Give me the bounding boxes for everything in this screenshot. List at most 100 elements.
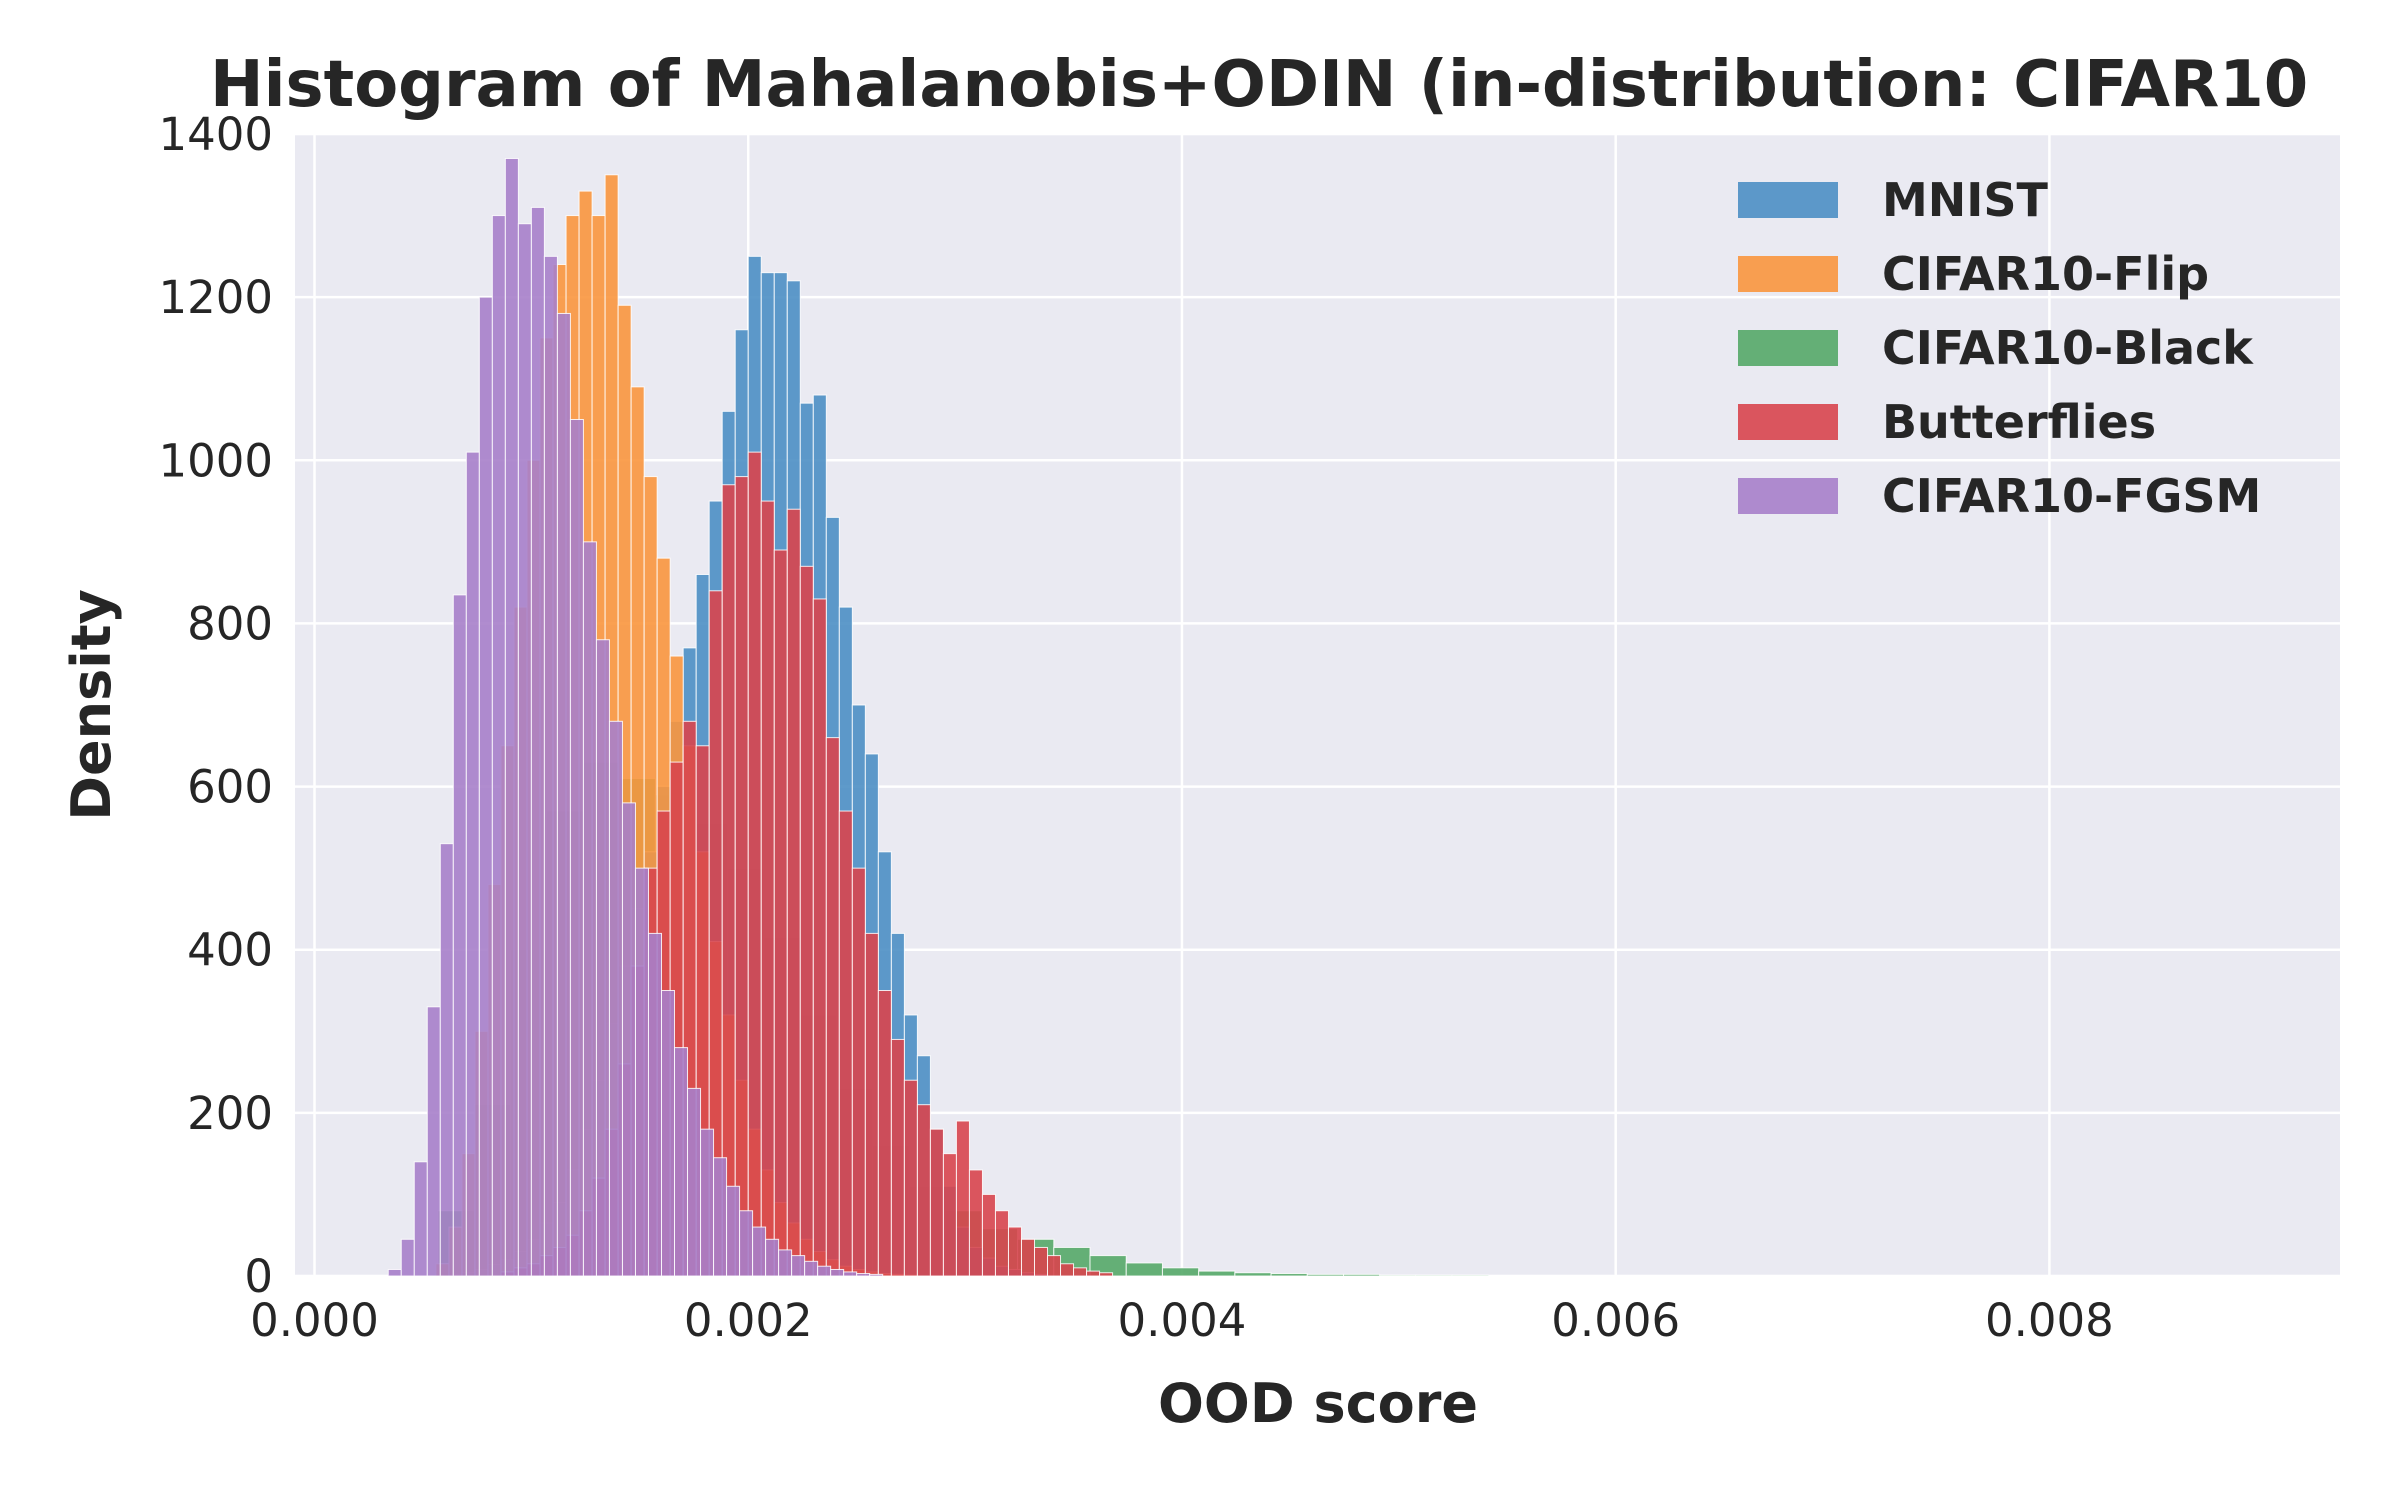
series-butterflies: [500, 451, 1114, 1277]
histogram-bar: [812, 598, 827, 1277]
legend-swatch: [1738, 404, 1838, 440]
histogram-bar: [955, 1120, 970, 1277]
histogram-bar: [1073, 1267, 1088, 1277]
histogram-bar: [700, 1128, 715, 1277]
histogram-bar: [791, 1255, 806, 1277]
histogram-bar: [1007, 1226, 1022, 1277]
legend-entry-label: CIFAR10-Black: [1882, 321, 2254, 375]
chart-title: Histogram of Mahalanobis+ODIN (in-distri…: [210, 48, 2308, 122]
histogram-bar: [543, 255, 558, 1277]
histogram-bar: [478, 296, 493, 1277]
histogram-bar: [942, 1153, 957, 1277]
legend-entry-label: Butterflies: [1882, 395, 2156, 449]
histogram-bar: [569, 419, 584, 1277]
legend-entry-label: CIFAR10-Flip: [1882, 247, 2209, 301]
histogram-bar: [778, 1249, 793, 1277]
histogram-bar: [1047, 1255, 1062, 1277]
histogram-bar: [687, 1087, 702, 1277]
histogram-bar: [491, 215, 506, 1277]
histogram-bar: [517, 223, 532, 1277]
histogram-bar: [864, 932, 879, 1277]
histogram-bar: [799, 565, 814, 1277]
histogram-bar: [1086, 1270, 1101, 1277]
histogram-bars: [387, 157, 1489, 1277]
y-tick-label: 200: [187, 1087, 273, 1140]
histogram-bar: [877, 990, 892, 1277]
histogram-bar: [400, 1238, 415, 1277]
histogram-bar: [1379, 1274, 1417, 1277]
histogram-bar: [1415, 1274, 1453, 1277]
histogram-bar: [1161, 1267, 1200, 1277]
histogram-bar: [1343, 1273, 1381, 1277]
histogram-bar: [1020, 1238, 1035, 1277]
histogram-bar: [838, 810, 853, 1277]
y-tick-label: 800: [187, 597, 273, 650]
legend-swatch: [1738, 182, 1838, 218]
histogram-bar: [747, 451, 762, 1277]
histogram-bar: [890, 1038, 905, 1277]
legend-entry-label: MNIST: [1882, 173, 2049, 227]
histogram-bar: [804, 1260, 819, 1277]
histogram-bar: [504, 157, 519, 1277]
histogram-bar: [556, 312, 571, 1277]
histogram-bar: [1099, 1272, 1114, 1277]
y-tick-label: 1000: [158, 434, 273, 487]
histogram-bar: [1270, 1273, 1308, 1277]
histogram-bar: [1451, 1274, 1489, 1277]
histogram-bar: [595, 639, 610, 1277]
x-tick-label: 0.006: [1551, 1294, 1680, 1347]
legend-swatch: [1738, 256, 1838, 292]
y-axis-ticks: 0 200 400 600 800 1000 1200 1400: [158, 108, 273, 1303]
histogram-bar: [413, 1161, 428, 1277]
x-axis-label: OOD score: [1158, 1372, 1478, 1435]
y-tick-label: 1400: [158, 108, 273, 161]
x-tick-label: 0.002: [684, 1294, 813, 1347]
histogram-bar: [647, 932, 662, 1277]
x-tick-label: 0.000: [250, 1294, 379, 1347]
histogram-bar: [530, 206, 545, 1277]
legend-swatch: [1738, 478, 1838, 514]
histogram-bar: [752, 1226, 767, 1277]
legend-entry-label: CIFAR10-FGSM: [1882, 469, 2261, 523]
histogram-bar: [621, 802, 636, 1277]
histogram-bar: [465, 451, 480, 1277]
histogram-bar: [994, 1210, 1009, 1277]
histogram-bar: [830, 1268, 845, 1277]
histogram-bar: [869, 1273, 884, 1277]
histogram-bar: [387, 1268, 402, 1277]
histogram-bar: [674, 1047, 689, 1277]
histogram-bar: [843, 1271, 858, 1277]
histogram-bar: [856, 1273, 871, 1277]
histogram-bar: [916, 1104, 931, 1277]
histogram-bar: [660, 990, 676, 1277]
histogram-bar: [929, 1128, 944, 1277]
y-axis-label: Density: [60, 589, 123, 821]
histogram-bar: [439, 843, 454, 1277]
histogram-bar: [786, 508, 801, 1277]
histogram-bar: [851, 867, 866, 1277]
histogram-bar: [968, 1169, 983, 1277]
histogram-bar: [634, 867, 649, 1277]
histogram-bar: [739, 1210, 754, 1277]
histogram-bar: [608, 720, 623, 1277]
histogram-bar: [981, 1193, 996, 1277]
legend: MNIST CIFAR10-Flip CIFAR10-Black Butterflie…: [1738, 173, 2261, 523]
histogram-bar: [1198, 1270, 1236, 1277]
series-cifar10-fgsm: [387, 157, 884, 1277]
y-tick-label: 600: [187, 761, 273, 814]
histogram-bar: [452, 594, 467, 1277]
legend-swatch: [1738, 330, 1838, 366]
histogram-bar: [773, 549, 788, 1277]
histogram-bar: [1033, 1246, 1049, 1277]
histogram-bar: [1125, 1262, 1163, 1277]
x-tick-label: 0.008: [1985, 1294, 2114, 1347]
histogram-bar: [426, 1006, 441, 1277]
histogram-bar: [765, 1238, 780, 1277]
histogram-bar: [1060, 1263, 1075, 1277]
histogram-bar: [903, 1079, 918, 1277]
x-tick-label: 0.004: [1118, 1294, 1247, 1347]
histogram-bar: [726, 1185, 741, 1277]
histogram-bar: [734, 476, 749, 1277]
x-axis-ticks: 0.000 0.002 0.004 0.006 0.008: [250, 1294, 2114, 1347]
